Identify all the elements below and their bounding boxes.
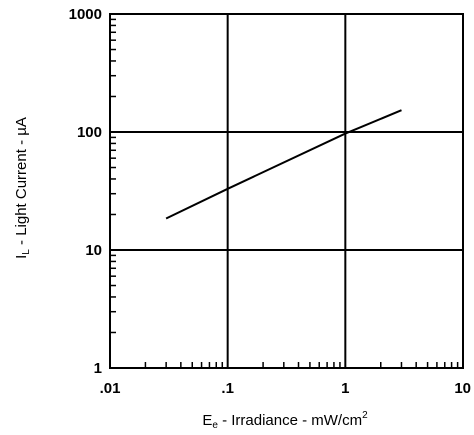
x-axis-title: Ee - Irradiance - mW/cm2 bbox=[202, 410, 368, 431]
y-tick-label: 100 bbox=[77, 124, 102, 141]
y-axis-title: IL - Light Current - µA bbox=[13, 117, 32, 259]
y-tick-labels: 1 10 100 1000 bbox=[69, 6, 102, 377]
y-tick-label: 1000 bbox=[69, 6, 102, 23]
series-line bbox=[165, 109, 402, 220]
grid-lines bbox=[109, 13, 464, 369]
x-tick-label: .1 bbox=[221, 380, 234, 397]
series-group bbox=[165, 109, 402, 220]
x-tick-label: 10 bbox=[454, 380, 471, 397]
y-tick-label: 10 bbox=[85, 242, 102, 259]
x-tick-labels: .01 .1 1 10 bbox=[100, 380, 471, 397]
plot-frame bbox=[109, 13, 464, 369]
y-tick-label: 1 bbox=[94, 360, 102, 377]
minor-ticks bbox=[110, 18, 459, 368]
x-tick-label: 1 bbox=[341, 380, 349, 397]
x-tick-label: .01 bbox=[100, 380, 121, 397]
